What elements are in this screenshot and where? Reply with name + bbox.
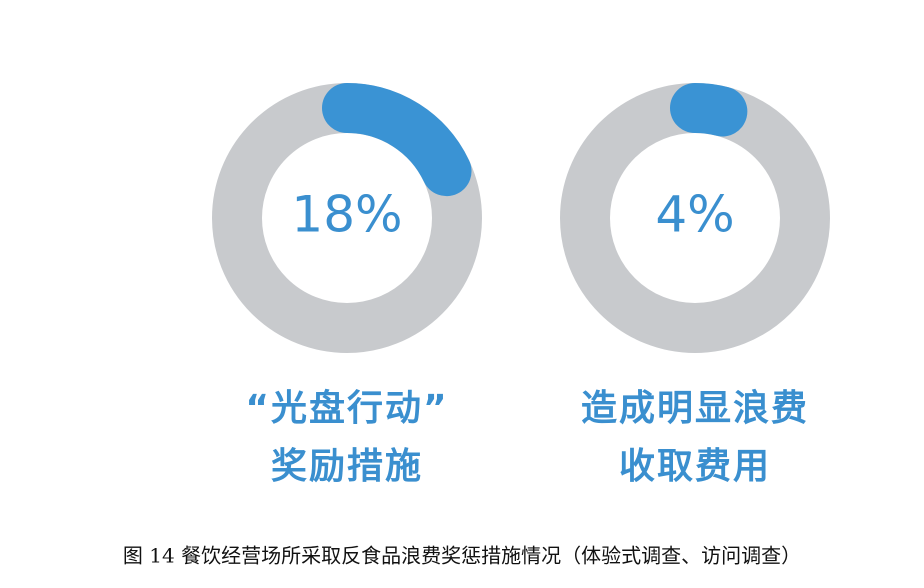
donut-label: “光盘行动” — [245, 387, 448, 429]
donut-label: 奖励措施 — [271, 446, 423, 487]
value-label: 4% — [655, 186, 734, 244]
donut-arc — [670, 83, 748, 137]
donut-arc — [322, 83, 472, 197]
value-label: 18% — [291, 186, 402, 244]
donut-label: 造成明显浪费 — [581, 388, 809, 429]
caption: 图 14 餐饮经营场所采取反食品浪费奖惩措施情况（体验式调查、访问调查） — [123, 544, 801, 568]
donut-label: 收取费用 — [619, 446, 771, 487]
